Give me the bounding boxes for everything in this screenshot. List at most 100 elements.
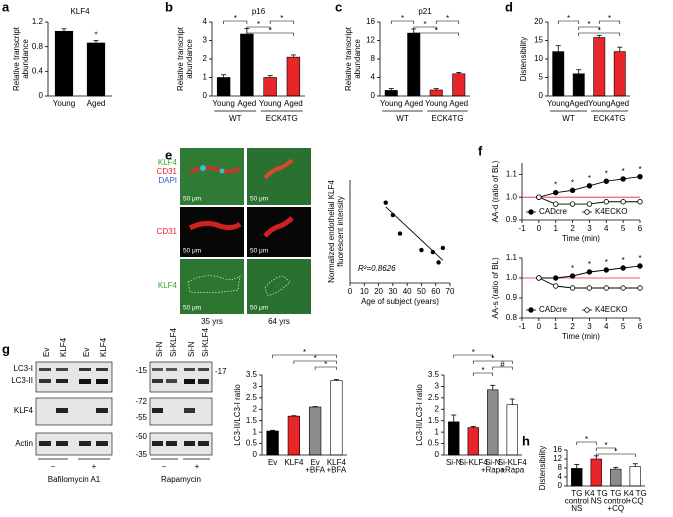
significance: * [314,354,317,363]
significance: * [481,366,484,375]
significance: * [491,354,494,363]
y-axis-label: LC3-II/LC3-I ratio [233,384,242,446]
x-tick-label: TG [571,489,582,498]
x-tick-label: +Rapa [481,466,505,475]
band [96,379,108,384]
y-tick-label: 16 [553,445,562,454]
bar [407,32,421,97]
marker [620,199,626,205]
y-tick-label: 0.5 [246,439,258,448]
marker [553,189,559,196]
significance: * [598,26,601,35]
marker [603,199,609,205]
marker-label: -55 [135,413,147,422]
significance: * [604,441,607,450]
x-tick-label: KLF4 [327,458,347,467]
blot-left [35,361,113,460]
significance: * [257,20,260,29]
bracket [390,20,415,24]
marker [553,201,559,207]
bar [287,415,301,456]
channel-label: DAPI [158,176,177,185]
group-label: WT [396,114,409,123]
marker-label: -17 [215,367,227,376]
y-tick-label: 0.8 [506,313,518,322]
y-tick-label: 3 [253,382,258,391]
micrograph [247,207,311,257]
band [198,368,209,371]
x-tick-label: Aged [610,99,629,108]
marker [637,199,643,205]
y-axis-label: abundance [185,39,194,79]
y-tick-label: 1.2 [32,17,44,26]
micrograph [180,259,244,314]
band [198,441,209,446]
bar [286,56,301,97]
scale-bar-label: 50 μm [250,196,268,203]
blot [35,361,113,393]
marker [586,183,593,189]
treatment-sign: + [92,462,97,471]
row-label: Actin [15,439,33,448]
x-tick-label: Young [588,99,610,108]
row-label: LC3-II [11,376,33,385]
x-tick-label: Ev [268,458,277,467]
x-tick-label: 10 [360,287,369,296]
x-tick-label: Young [53,99,75,108]
scale-bar-label: 50 μm [250,248,268,255]
x-axis-label: Age of subject (years) [361,297,439,306]
lane-label: Si-N [155,341,164,357]
y-tick-label: 2.5 [246,393,258,402]
lane-label: Ev [82,348,91,357]
x-tick-label: 2 [570,322,575,331]
y-tick-label: 0 [539,91,544,100]
bar [610,468,622,487]
bracket [246,26,271,30]
marker [620,285,626,291]
significance: * [423,20,426,29]
band [198,379,209,384]
x-tick-label: +BFA [305,466,325,475]
y-tick-label: 3 [435,382,440,391]
marker [569,187,576,194]
channel-label: CD31 [157,167,178,176]
y-tick-label: 2 [203,54,208,63]
x-axis-label: Time (min) [562,234,600,243]
x-tick-label: 0 [537,224,542,233]
legend-marker [584,307,590,313]
outline [187,275,241,293]
y-tick-label: 0.9 [506,215,518,224]
significance: * [567,14,570,23]
x-tick-label: Aged [404,99,423,108]
marker [569,273,576,279]
y-tick-label: 1 [253,427,258,436]
vessel [263,216,294,238]
panel-label: h [522,433,530,448]
panel-label: c [335,0,342,14]
y-tick-label: 4 [203,17,208,26]
band [39,368,51,371]
bracket [492,366,513,370]
x-tick-label: Young [259,99,281,108]
x-tick-label: 6 [638,322,643,331]
y-tick-label: 0 [435,450,440,459]
x-tick-label: KLF4 [284,458,304,467]
marker [620,176,626,182]
x-tick-label: Aged [569,99,588,108]
bar [54,30,74,97]
x-tick-label: Aged [284,99,303,108]
y-tick-label: 1.0 [506,273,518,282]
band [96,368,108,371]
bar [216,77,231,97]
group-label: WT [229,114,242,123]
bracket [272,354,337,358]
x-tick-label: +BFA [326,466,346,475]
band [79,441,91,446]
bar [263,77,277,97]
bar [448,421,460,456]
band [184,408,195,413]
x-tick-label: 4 [604,322,609,331]
treatment-sign: – [51,462,56,471]
x-tick-label: Young [425,99,447,108]
x-tick-label: control [604,497,628,506]
